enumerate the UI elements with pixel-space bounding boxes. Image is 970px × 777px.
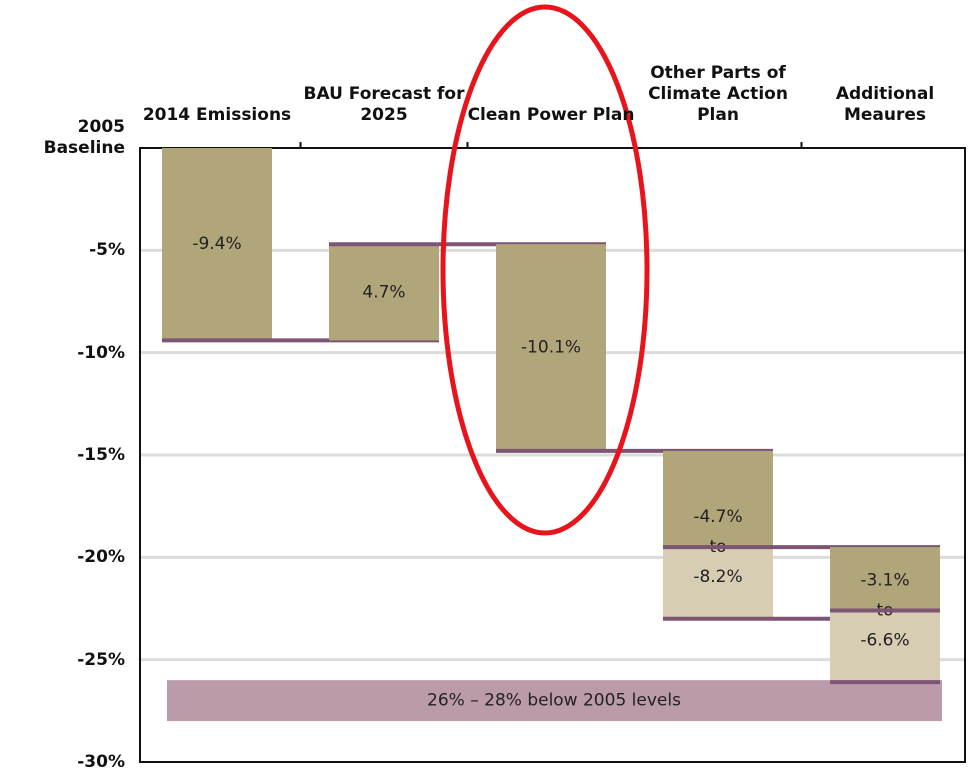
target-band	[167, 680, 942, 722]
bar	[663, 450, 773, 548]
x-tick-label: Other Parts of Climate Action Plan	[648, 63, 788, 125]
value-label: -10.1%	[521, 338, 581, 358]
value-label: -4.7%	[693, 507, 742, 527]
range-value-label: -6.6%	[860, 631, 909, 651]
y-tick-label: -10%	[77, 342, 125, 363]
y-tick-label: -20%	[77, 547, 125, 568]
y-tick-label: -30%	[77, 752, 125, 772]
bar	[329, 244, 439, 341]
y-tick-label: -5%	[89, 240, 125, 261]
y-tick-label: -15%	[77, 445, 125, 465]
range-bar	[830, 610, 940, 683]
x-tick-label: Additional Meaures	[835, 84, 935, 125]
value-label: -9.4%	[192, 234, 241, 254]
y-tick-label: -25%	[77, 649, 125, 670]
range-bar	[663, 547, 773, 619]
bar	[830, 547, 940, 611]
value-label: -3.1%	[860, 571, 909, 591]
target-band-label: 26% – 28% below 2005 levels	[427, 691, 681, 711]
highlight-ellipse	[440, 4, 650, 536]
x-tick-label: Clean Power Plan	[467, 105, 635, 125]
plot-frame	[139, 147, 966, 763]
x-tick-label: 2014 Emissions	[142, 105, 292, 125]
y-tick-label: 2005 Baseline	[43, 117, 125, 158]
bar	[496, 244, 606, 451]
value-label: 4.7%	[362, 282, 405, 302]
x-tick-label: BAU Forecast for 2025	[303, 84, 465, 125]
range-value-label: -8.2%	[693, 567, 742, 587]
bar	[162, 148, 272, 341]
